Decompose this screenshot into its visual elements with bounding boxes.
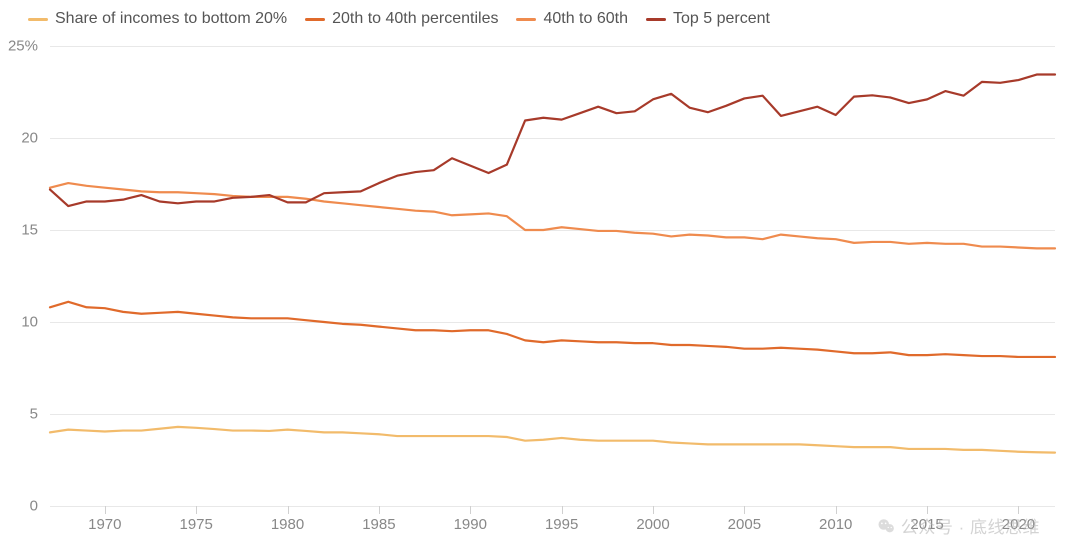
grid-line [50, 506, 1055, 507]
legend-swatch [516, 18, 536, 21]
x-tick [927, 506, 928, 514]
x-tick-label: 1980 [271, 516, 304, 533]
series-line-bottom20 [50, 427, 1055, 453]
x-tick [562, 506, 563, 514]
x-tick [836, 506, 837, 514]
legend-label: 40th to 60th [543, 10, 628, 28]
series-line-p40_60 [50, 183, 1055, 248]
legend-label: Top 5 percent [673, 10, 770, 28]
legend-label: Share of incomes to bottom 20% [55, 10, 287, 28]
x-tick-label: 2005 [728, 516, 761, 533]
x-tick-label: 1970 [88, 516, 121, 533]
x-tick [105, 506, 106, 514]
x-tick-label: 2020 [1002, 516, 1035, 533]
x-tick-label: 2010 [819, 516, 852, 533]
legend-label: 20th to 40th percentiles [332, 10, 498, 28]
legend-swatch [28, 18, 48, 21]
x-tick-label: 1995 [545, 516, 578, 533]
legend-item-top5: Top 5 percent [646, 10, 770, 28]
y-tick-label: 5 [30, 406, 38, 423]
y-tick-label: 10 [21, 314, 38, 331]
y-tick-label: 25% [8, 38, 38, 55]
x-tick [470, 506, 471, 514]
legend-item-bottom20: Share of incomes to bottom 20% [28, 10, 287, 28]
x-tick [288, 506, 289, 514]
series-line-top5 [50, 75, 1055, 207]
x-tick-label: 2000 [636, 516, 669, 533]
x-tick-label: 1990 [454, 516, 487, 533]
income-share-line-chart: Share of incomes to bottom 20% 20th to 40… [0, 0, 1080, 556]
x-tick-label: 1975 [179, 516, 212, 533]
x-tick [379, 506, 380, 514]
x-tick [1018, 506, 1019, 514]
legend-item-p40_60: 40th to 60th [516, 10, 628, 28]
plot-area [50, 46, 1055, 506]
line-series-svg [50, 46, 1055, 506]
y-tick-label: 20 [21, 130, 38, 147]
y-tick-label: 0 [30, 498, 38, 515]
legend-swatch [646, 18, 666, 21]
y-axis-labels: 0510152025% [0, 46, 44, 506]
legend: Share of incomes to bottom 20% 20th to 40… [28, 10, 770, 28]
x-tick [653, 506, 654, 514]
y-tick-label: 15 [21, 222, 38, 239]
x-tick-label: 1985 [362, 516, 395, 533]
legend-item-p20_40: 20th to 40th percentiles [305, 10, 498, 28]
x-tick [196, 506, 197, 514]
series-line-p20_40 [50, 302, 1055, 357]
x-axis-labels: 1970 1975 1980 1985 1990 1995 2000 2005 2010 2015… [50, 510, 1055, 540]
x-tick-label: 2015 [910, 516, 943, 533]
x-tick [744, 506, 745, 514]
legend-swatch [305, 18, 325, 21]
